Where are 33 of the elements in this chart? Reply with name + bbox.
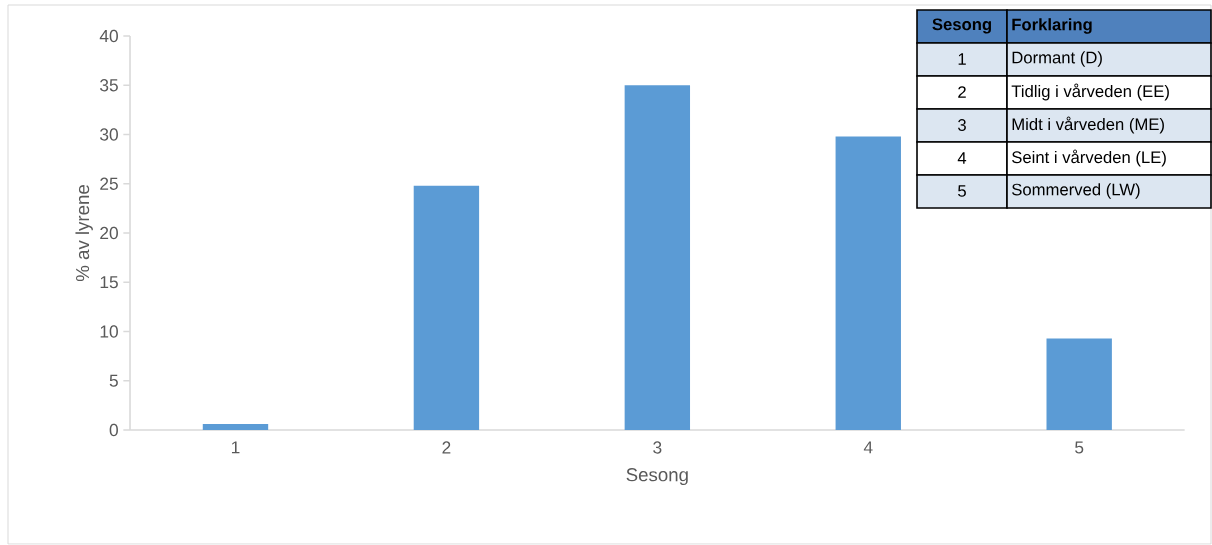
y-tick-label: 15: [100, 276, 118, 289]
annotation: Dormant (D): [1012, 51, 1102, 67]
bar: [202, 424, 269, 430]
bar: [835, 136, 901, 430]
annotation: Tidlig i vårveden (EE): [1011, 83, 1169, 101]
y-tick-label: 20: [100, 226, 118, 240]
x-axis-title: Sesong: [626, 468, 688, 486]
bar: [1046, 338, 1112, 430]
y-tick-label: 0: [109, 423, 118, 437]
annotation: Sommerved (LW): [1012, 183, 1140, 199]
annotation: Midt i vårveden (ME): [1012, 116, 1164, 134]
text: Forklaring: [1012, 18, 1092, 34]
annotation: 3: [958, 119, 966, 131]
x-tick-label: 4: [863, 441, 873, 454]
annotation: 4: [957, 152, 967, 164]
y-tick-label: 40: [99, 29, 118, 43]
annotation: Seint i vårveden (LE): [1012, 149, 1166, 167]
x-tick-label: 5: [1075, 441, 1084, 454]
annotation: 2: [958, 86, 966, 98]
x-tick-label: 3: [653, 441, 662, 454]
x-tick-label: 2: [442, 441, 451, 454]
bar: [413, 185, 480, 430]
annotation: 1: [958, 53, 966, 65]
y-tick-label: 35: [100, 79, 118, 92]
y-tick-label: 30: [100, 128, 118, 141]
annotation: 5: [958, 185, 966, 197]
y-tick-label: 10: [100, 325, 118, 338]
text: Sesong: [932, 18, 991, 34]
y-tick-label: 5: [109, 374, 118, 387]
y-axis-title: % av lyrene: [75, 185, 93, 282]
x-tick-label: 1: [231, 441, 240, 454]
y-tick-label: 25: [100, 177, 118, 190]
bar: [624, 85, 691, 430]
